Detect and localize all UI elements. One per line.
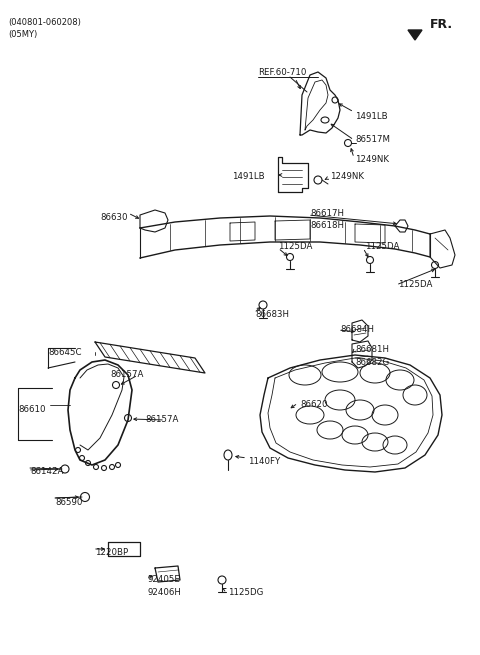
Text: 86157A: 86157A: [145, 415, 179, 424]
Text: 1249NK: 1249NK: [355, 155, 389, 164]
Polygon shape: [408, 30, 422, 40]
Text: 1140FY: 1140FY: [248, 457, 280, 466]
Text: 1249NK: 1249NK: [330, 172, 364, 181]
Text: 86618H: 86618H: [310, 221, 344, 230]
Text: 86681H: 86681H: [355, 345, 389, 354]
Text: 1125DA: 1125DA: [398, 280, 432, 289]
Text: 86142A: 86142A: [30, 467, 63, 476]
Text: 86517M: 86517M: [355, 135, 390, 144]
Text: 86617H: 86617H: [310, 209, 344, 218]
Text: 86645C: 86645C: [48, 348, 82, 357]
Text: 92406H: 92406H: [148, 588, 182, 597]
Text: 1491LB: 1491LB: [355, 112, 388, 121]
Text: 1491LB: 1491LB: [232, 172, 264, 181]
Text: 1125DA: 1125DA: [365, 242, 399, 251]
Text: 86590: 86590: [55, 498, 83, 507]
Text: 86620: 86620: [300, 400, 327, 409]
Text: 86682G: 86682G: [355, 358, 389, 367]
Text: FR.: FR.: [430, 18, 453, 31]
Text: 86683H: 86683H: [255, 310, 289, 319]
Text: 1125DG: 1125DG: [228, 588, 264, 597]
Text: REF.60-710: REF.60-710: [258, 68, 306, 77]
Text: 1125DA: 1125DA: [278, 242, 312, 251]
Text: 86630: 86630: [100, 213, 128, 222]
Text: 92405E: 92405E: [148, 575, 181, 584]
Text: (05MY): (05MY): [8, 30, 37, 39]
Text: 86157A: 86157A: [110, 370, 144, 379]
Text: 86610: 86610: [18, 405, 46, 414]
Text: (040801-060208): (040801-060208): [8, 18, 81, 27]
Text: 86684H: 86684H: [340, 325, 374, 334]
Text: 1220BP: 1220BP: [95, 548, 128, 557]
